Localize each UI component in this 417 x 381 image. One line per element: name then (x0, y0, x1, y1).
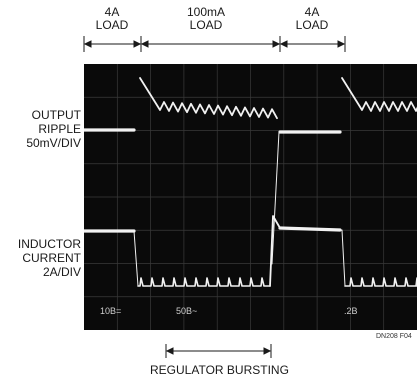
label-inductor-current: INDUCTOR CURRENT 2A/DIV (18, 237, 81, 279)
label-output-ripple-line1: OUTPUT (31, 108, 81, 122)
ripple-trace-burst (139, 77, 278, 120)
arrowhead (83, 40, 92, 48)
label-output-ripple: OUTPUT RIPPLE 50mV/DIV (26, 108, 81, 150)
screen-readout-2: 50B~ (176, 306, 197, 316)
current-drop-right (341, 229, 346, 287)
current-drop (133, 230, 139, 287)
current-trace-4a-middle (278, 226, 342, 232)
bottom-dimension-arrow (165, 344, 272, 358)
top-label-4a-right-line1: 4A (304, 5, 320, 19)
arrowhead (140, 40, 149, 48)
top-label-4a-left: 4A LOAD (92, 6, 132, 32)
current-trace-burst-right (344, 277, 417, 287)
ripple-trace-burst-right (341, 77, 417, 112)
figure-id: DN208 F04 (376, 333, 412, 340)
current-rise (269, 215, 281, 287)
top-label-100ma-line2: LOAD (189, 18, 223, 32)
label-inductor-current-line2: CURRENT (22, 251, 81, 265)
screen-readout-1: 10B= (100, 306, 121, 316)
bottom-label: REGULATOR BURSTING (150, 363, 289, 377)
top-label-100ma: 100mA LOAD (176, 6, 236, 32)
arrowhead (272, 40, 281, 48)
label-inductor-current-line3: 2A/DIV (42, 265, 81, 279)
arrowhead (263, 347, 272, 355)
oscilloscope-screen: 10B= 50B~ .2B (84, 64, 417, 330)
arrowhead (165, 347, 174, 355)
top-dimension-arrows (83, 36, 346, 52)
label-output-ripple-line2: RIPPLE (38, 122, 81, 136)
arrowhead (337, 40, 346, 48)
top-label-100ma-line1: 100mA (186, 5, 226, 19)
top-label-4a-left-line1: 4A (104, 5, 120, 19)
arrowhead (279, 40, 288, 48)
top-label-4a-right: 4A LOAD (292, 6, 332, 32)
current-trace-burst (137, 277, 271, 287)
label-output-ripple-line3: 50mV/DIV (26, 136, 81, 150)
top-label-4a-right-line2: LOAD (295, 18, 329, 32)
screen-readout-3: .2B (344, 306, 358, 316)
ripple-transition (271, 131, 280, 265)
arrowhead (133, 40, 142, 48)
top-label-4a-left-line2: LOAD (95, 18, 129, 32)
label-inductor-current-line1: INDUCTOR (17, 237, 81, 251)
